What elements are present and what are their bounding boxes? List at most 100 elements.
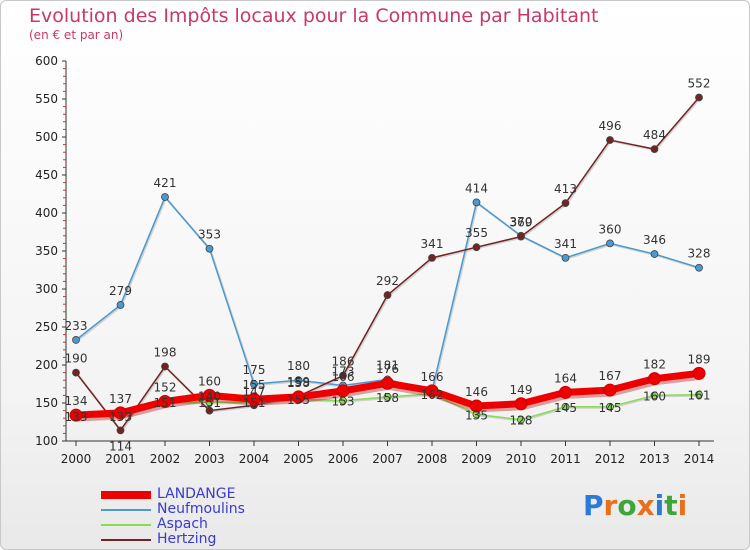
series-aspach-data-label: 153: [332, 395, 355, 409]
logo-letter: i: [677, 489, 688, 522]
series-hertzing-data-label: 552: [688, 76, 711, 90]
series-hertzing-data-label: 355: [465, 226, 488, 240]
series-hertzing-data-label: 292: [376, 274, 399, 288]
series-landange-data-label: 134: [65, 394, 88, 408]
legend-item-hertzing: Hertzing: [101, 531, 301, 547]
series-hertzing-point: [517, 232, 525, 241]
x-tick-label: 2004: [239, 452, 270, 466]
series-neufmoulins-data-label: 175: [243, 363, 266, 377]
series-landange-data-label: 166: [332, 370, 355, 384]
series-neufmoulins-point: [561, 253, 570, 262]
x-tick-label: 2008: [417, 452, 448, 466]
series-aspach-point: [561, 402, 570, 411]
series-landange-data-label: 158: [287, 376, 310, 390]
x-tick-label: 2011: [550, 452, 581, 466]
legend-swatch: [101, 509, 151, 511]
series-neufmoulins-point: [161, 193, 169, 201]
series-hertzing-point: [428, 253, 436, 262]
series-neufmoulins-data-label: 360: [599, 222, 622, 236]
series-landange-point: [158, 394, 172, 408]
series-neufmoulins-data-label: 346: [643, 233, 666, 247]
x-tick-label: 2005: [283, 452, 314, 466]
series-hertzing-point: [695, 93, 703, 102]
series-hertzing-point: [650, 145, 659, 154]
legend-swatch: [101, 491, 151, 499]
series-hertzing-point: [161, 362, 169, 371]
legend-swatch: [101, 524, 151, 526]
series-aspach-data-label: 145: [599, 401, 622, 415]
series-aspach-data-label: 133: [65, 410, 88, 424]
series-landange-point: [69, 408, 83, 422]
legend-label: Aspach: [157, 516, 208, 532]
series-neufmoulins-data-label: 173: [332, 365, 355, 379]
logo-letter: r: [603, 489, 618, 522]
series-hertzing-point: [205, 406, 214, 415]
chart-subtitle: (en € et par an): [29, 28, 124, 42]
series-aspach-data-label: 155: [287, 393, 310, 407]
series-aspach-point: [650, 391, 659, 400]
series-aspach-data-label: 151: [243, 396, 266, 410]
series-neufmoulins-data-label: 414: [465, 181, 488, 195]
series-neufmoulins-point: [294, 376, 303, 385]
x-tick-label: 2013: [639, 452, 670, 466]
series-hertzing-data-label: 484: [643, 128, 666, 142]
series-neufmoulins-data-label: 341: [554, 237, 577, 251]
series-hertzing-data-label: 341: [421, 237, 444, 251]
x-tick-label: 2006: [328, 452, 359, 466]
logo-letter: i: [654, 489, 665, 522]
series-landange-point: [559, 385, 572, 399]
series-neufmoulins-data-label: 233: [65, 319, 88, 333]
x-tick-label: 2003: [194, 452, 225, 466]
series-landange-data-label: 160: [198, 374, 221, 388]
legend-swatch: [101, 539, 151, 541]
series-neufmoulins-data-label: 353: [198, 228, 221, 242]
series-landange-data-label: 189: [688, 352, 711, 366]
series-aspach-data-label: 151: [154, 396, 177, 410]
series-aspach-point: [606, 402, 614, 411]
series-hertzing-point: [472, 243, 481, 252]
series-aspach-data-label: 161: [688, 389, 711, 403]
series-hertzing-point: [116, 426, 125, 435]
series-hertzing-data-label: 198: [154, 346, 177, 360]
y-tick-label: 300: [35, 282, 58, 296]
series-neufmoulins-point: [695, 263, 703, 272]
series-hertzing-data-label: 140: [198, 390, 221, 404]
series-landange-data-label: 167: [599, 369, 622, 383]
series-hertzing-data-label: 186: [332, 355, 355, 369]
y-tick-label: 450: [35, 168, 58, 182]
legend-label: Neufmoulins: [157, 501, 245, 517]
series-landange-data-label: 152: [154, 380, 177, 394]
series-hertzing-data-label: 159: [287, 375, 310, 389]
chart-title: Evolution des Impôts locaux pour la Comm…: [29, 5, 599, 27]
series-neufmoulins-point: [205, 244, 214, 253]
series-hertzing-point: [561, 199, 570, 208]
y-tick-label: 600: [35, 54, 58, 68]
series-aspach-point: [517, 415, 525, 424]
y-tick-label: 400: [35, 206, 58, 220]
x-tick-label: 2002: [150, 452, 181, 466]
series-aspach-data-label: 145: [554, 401, 577, 415]
series-hertzing-data-label: 369: [510, 216, 533, 230]
series-landange-point: [247, 392, 261, 406]
series-landange-point: [114, 406, 127, 420]
series-hertzing-point: [72, 368, 80, 377]
series-landange-point: [692, 366, 706, 380]
series-landange-data-label: 149: [510, 383, 533, 397]
x-tick-label: 2000: [61, 452, 92, 466]
legend-label: LANDANGE: [157, 486, 236, 502]
series-landange-point: [203, 388, 216, 402]
series-landange-point: [603, 383, 617, 397]
logo-letter: P: [583, 489, 604, 522]
series-neufmoulins-point: [472, 198, 481, 207]
x-tick-label: 2012: [595, 452, 626, 466]
series-hertzing-data-label: 190: [65, 352, 88, 366]
series-hertzing-point: [339, 371, 347, 380]
series-landange-point: [425, 384, 439, 398]
series-aspach-data-label: 151: [198, 396, 221, 410]
series-aspach-point: [695, 390, 703, 399]
series-aspach-data-label: 133: [109, 410, 132, 424]
series-landange-point: [470, 399, 483, 413]
series-landange-point: [292, 390, 305, 404]
series-landange-data-label: 176: [376, 362, 399, 376]
